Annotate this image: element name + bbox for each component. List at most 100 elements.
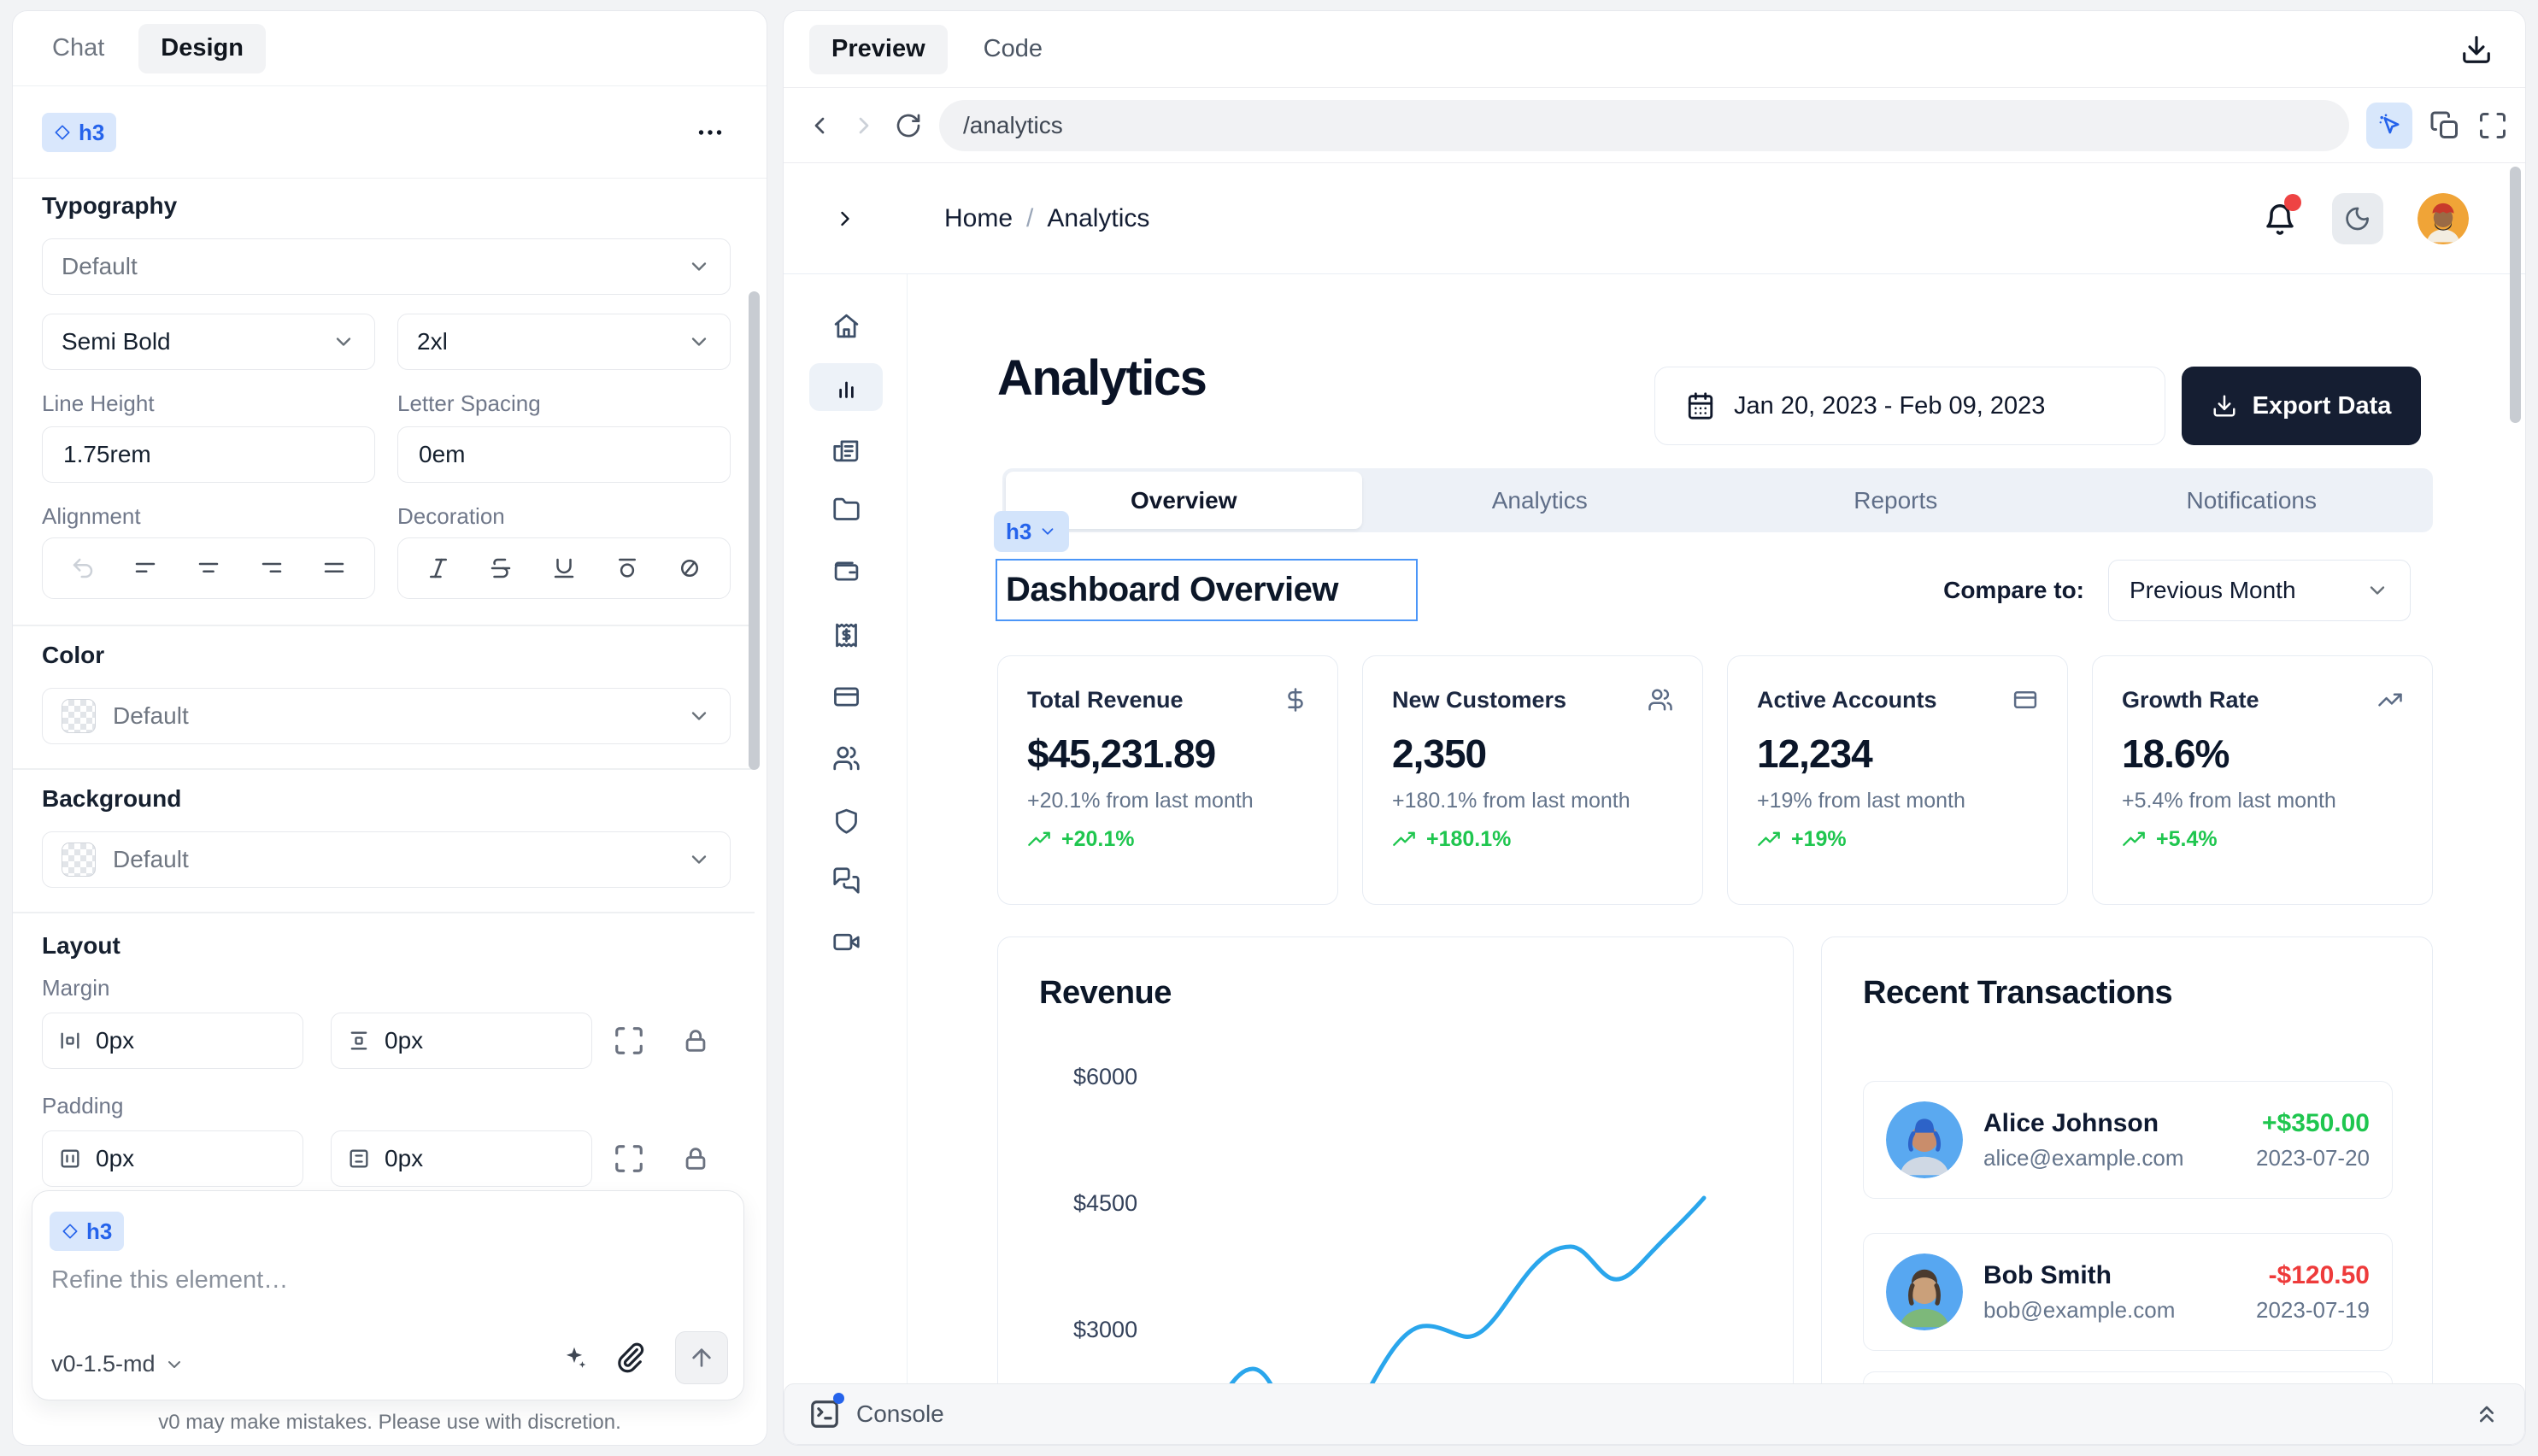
more-options-icon[interactable]: [695, 117, 726, 148]
notifications-button[interactable]: [2262, 194, 2301, 237]
tab-design[interactable]: Design: [138, 23, 266, 73]
sidebar-item-analytics[interactable]: [809, 363, 883, 411]
design-panel: Chat Design h3 Typography Default Semi B…: [12, 10, 767, 1446]
sidebar-item-wallet[interactable]: [809, 547, 883, 595]
fullscreen-icon[interactable]: [2477, 110, 2508, 141]
app-main: Analytics Jan 20, 2023 - Feb 09, 2023 Ex…: [908, 274, 2525, 1445]
inspected-element-chip[interactable]: h3: [994, 511, 1070, 552]
letter-spacing-label: Letter Spacing: [397, 390, 541, 416]
disclaimer-text: v0 may make mistakes. Please use with di…: [158, 1411, 621, 1434]
chevron-down-icon: [691, 262, 707, 271]
avatar-image: [2418, 193, 2469, 244]
sidebar-item-files[interactable]: [809, 485, 883, 533]
undo-button[interactable]: [64, 549, 102, 587]
sidebar-item-customers[interactable]: [809, 734, 883, 782]
no-decoration-button[interactable]: [671, 549, 708, 587]
slash-zero-icon: [681, 560, 699, 577]
margin-x-input[interactable]: 0px: [42, 1013, 303, 1069]
dash-tab-reports[interactable]: Reports: [1854, 486, 1938, 514]
sidebar-item-security[interactable]: [809, 796, 883, 844]
sidebar-item-billing[interactable]: [809, 611, 883, 659]
padding-y-input[interactable]: 0px: [331, 1130, 592, 1187]
url-bar[interactable]: /analytics: [939, 99, 2349, 151]
align-right-button[interactable]: [253, 549, 291, 587]
inspect-cursor-button[interactable]: [2366, 102, 2412, 149]
tab-preview[interactable]: Preview: [809, 24, 948, 74]
download-icon[interactable]: [2460, 33, 2493, 66]
sidebar-item-news[interactable]: [809, 426, 883, 473]
diamond-icon: [62, 1224, 78, 1239]
selected-element-label: h3: [79, 119, 105, 145]
underline-button[interactable]: [545, 549, 583, 587]
refresh-icon[interactable]: [895, 112, 922, 139]
breadcrumb-current: Analytics: [1047, 204, 1150, 232]
chevron-down-icon: [336, 338, 351, 346]
chevrons-up-icon[interactable]: [2473, 1400, 2500, 1428]
sidebar-item-cards[interactable]: [809, 672, 883, 720]
sparkles-icon[interactable]: [559, 1342, 590, 1372]
font-size-select[interactable]: 2xl: [397, 314, 731, 370]
users-icon: [1648, 689, 1672, 711]
transaction-row[interactable]: Bob Smith bob@example.com -$120.50 2023-…: [1863, 1233, 2393, 1351]
padding-lock-icon[interactable]: [681, 1144, 710, 1173]
margin-expand-icon[interactable]: [613, 1024, 645, 1057]
selected-element-chip[interactable]: h3: [42, 113, 117, 152]
export-data-button[interactable]: Export Data: [2182, 367, 2421, 445]
editor-scrollbar[interactable]: [749, 291, 760, 770]
strikethrough-button[interactable]: [482, 549, 520, 587]
italic-button[interactable]: [420, 549, 457, 587]
padding-x-input[interactable]: 0px: [42, 1130, 303, 1187]
font-family-select[interactable]: Default: [42, 238, 731, 295]
align-justify-button[interactable]: [315, 549, 353, 587]
margin-lock-icon[interactable]: [681, 1026, 710, 1055]
alignment-label: Alignment: [42, 503, 141, 529]
forward-icon[interactable]: [850, 112, 878, 139]
tab-chat[interactable]: Chat: [52, 34, 105, 62]
transaction-row[interactable]: Alice Johnson alice@example.com +$350.00…: [1863, 1081, 2393, 1199]
model-selector[interactable]: v0-1.5-md: [51, 1351, 185, 1377]
back-icon[interactable]: [806, 112, 833, 139]
console-bar[interactable]: Console: [784, 1383, 2525, 1445]
sidebar-item-home[interactable]: [809, 302, 883, 349]
bar-chart-icon: [838, 381, 854, 398]
sidebar-expand-icon[interactable]: [833, 207, 857, 231]
credit-card-icon: [833, 687, 859, 706]
cursor-sparkle-icon: [2379, 114, 2400, 133]
align-center-button[interactable]: [190, 549, 227, 587]
send-button[interactable]: [675, 1331, 728, 1384]
color-select[interactable]: Default: [42, 688, 731, 744]
selected-element-row: h3: [13, 86, 767, 179]
date-range-value: Jan 20, 2023 - Feb 09, 2023: [1734, 391, 2046, 420]
sidebar-item-messages[interactable]: [809, 856, 883, 904]
compare-select[interactable]: Previous Month: [2108, 560, 2411, 621]
letter-spacing-input[interactable]: [397, 426, 731, 483]
selected-heading-outline[interactable]: Dashboard Overview: [996, 559, 1418, 621]
margin-y-input[interactable]: 0px: [331, 1013, 592, 1069]
line-height-input[interactable]: [42, 426, 375, 483]
dash-tab-analytics[interactable]: Analytics: [1491, 486, 1588, 514]
diamond-icon: [55, 125, 70, 140]
overline-button[interactable]: [608, 549, 646, 587]
background-select[interactable]: Default: [42, 831, 731, 888]
align-left-icon: [136, 562, 156, 572]
sidebar-item-video[interactable]: [809, 918, 883, 966]
dash-tab-notifications[interactable]: Notifications: [2186, 486, 2317, 514]
copy-icon[interactable]: [2429, 110, 2460, 141]
transaction-info: Bob Smith bob@example.com: [1983, 1260, 2176, 1323]
padding-expand-icon[interactable]: [613, 1142, 645, 1175]
paperclip-icon[interactable]: [615, 1342, 648, 1374]
app-header: Home / Analytics: [784, 163, 2525, 274]
composer-element-chip[interactable]: h3: [50, 1212, 125, 1251]
theme-toggle-button[interactable]: [2332, 193, 2383, 244]
align-left-button[interactable]: [126, 549, 164, 587]
page-title: Analytics: [997, 350, 1207, 406]
user-avatar[interactable]: [2418, 193, 2469, 244]
padding-label: Padding: [42, 1093, 124, 1118]
avatar: [1886, 1253, 1963, 1330]
breadcrumb-home[interactable]: Home: [944, 204, 1013, 232]
tab-code[interactable]: Code: [983, 35, 1043, 62]
font-weight-select[interactable]: Semi Bold: [42, 314, 375, 370]
composer-input[interactable]: Refine this element…: [51, 1266, 289, 1294]
date-range-picker[interactable]: Jan 20, 2023 - Feb 09, 2023: [1654, 367, 2165, 445]
preview-scrollbar[interactable]: [2510, 167, 2521, 423]
